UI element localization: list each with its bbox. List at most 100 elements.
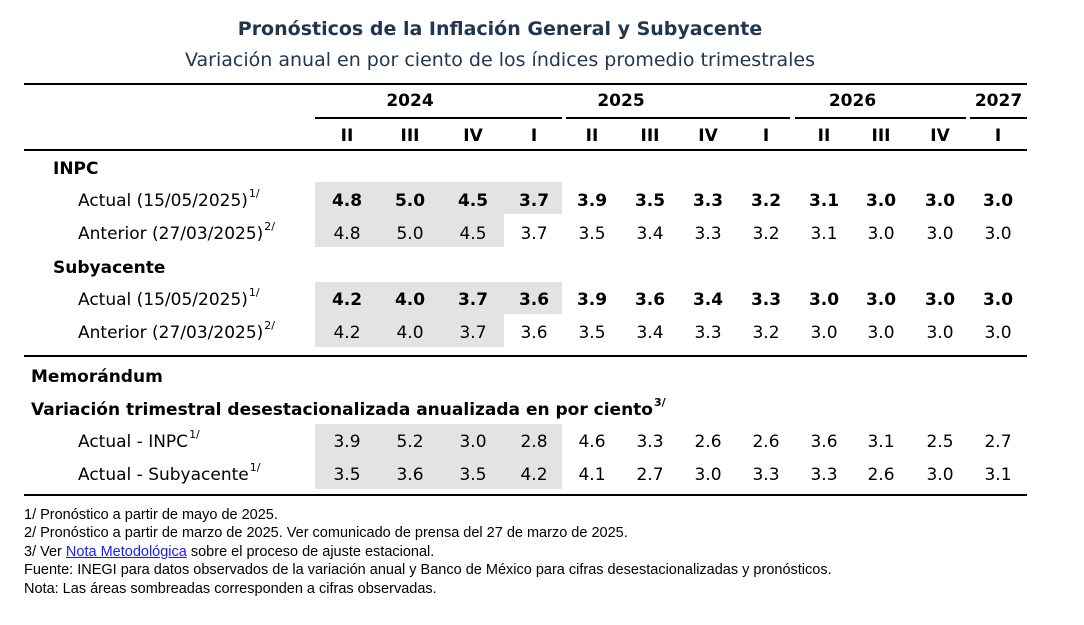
footnote-ref: 3/ [654,396,666,409]
quarter-header: I [994,126,1002,146]
section-memo-subtitle: Variación trimestral desestacionalizada … [31,396,666,420]
observed-shade-memo [315,424,562,489]
quarter-header: II [817,126,831,146]
observed-shade-inpc-2 [315,214,504,247]
table-cell: 3.0 [865,290,897,310]
table-cell: 2.6 [867,465,895,485]
quarter-header: II [340,126,354,146]
quarter-header: III [400,126,420,146]
table-cell: 3.0 [982,290,1014,310]
year-2024: 2024 [386,91,434,111]
row-label: Actual - INPC1/ [78,428,200,452]
table-cell: 3.0 [982,191,1014,211]
table-cell: 3.0 [924,191,956,211]
table-cell: 3.5 [634,191,666,211]
footnote-ref: 1/ [248,187,260,200]
table-cell: 3.4 [692,290,724,310]
section-inpc: INPC [53,159,99,179]
table-cell: 2.5 [926,432,954,452]
quarter-header: III [871,126,891,146]
source-note: Fuente: INEGI para datos observados de l… [24,562,832,578]
table-cell: 4.5 [457,191,489,211]
table-cell: 3.5 [459,465,487,485]
table-cell: 4.6 [578,432,606,452]
observed-shade-sub-2 [315,314,504,347]
year-underline-2027 [970,117,1027,119]
table-cell: 3.3 [752,465,780,485]
row-label: Anterior (27/03/2025)2/ [78,319,276,343]
shading-note: Nota: Las áreas sombreadas corresponden … [24,581,437,597]
table-cell: 3.3 [692,191,724,211]
table-cell: 3.9 [576,191,608,211]
table-cell: 3.0 [984,323,1012,343]
table-cell: 4.2 [333,323,361,343]
quarter-header: III [640,126,660,146]
table-cell: 4.8 [333,224,361,244]
row-label: Anterior (27/03/2025)2/ [78,220,276,244]
table-cell: 3.0 [926,465,954,485]
table-cell: 4.2 [331,290,363,310]
section-memorandum: Memorándum [31,367,163,387]
table-cell: 3.4 [636,224,664,244]
observed-shade-sub-1 [315,282,562,314]
table-cell: 3.5 [578,323,606,343]
table-cell: 3.2 [750,191,782,211]
table-cell: 3.0 [867,323,895,343]
footnote-ref: 1/ [248,286,260,299]
quarter-header: IV [463,126,483,146]
table-cell: 4.2 [520,465,548,485]
table-cell: 3.7 [520,224,548,244]
row-label: Actual - Subyacente1/ [78,461,261,485]
table-cell: 3.2 [752,323,780,343]
table-cell: 2.7 [984,432,1012,452]
footnote-ref: 1/ [249,461,261,474]
nota-metodologica-link[interactable]: Nota Metodológica [65,544,187,560]
table-cell: 3.1 [984,465,1012,485]
table-cell: 3.6 [518,290,550,310]
table-cell: 5.2 [396,432,424,452]
table-cell: 5.0 [396,224,424,244]
footnote-1: 1/ Pronóstico a partir de mayo de 2025. [24,507,278,523]
table-cell: 3.1 [808,191,840,211]
footnote-3: 3/ Ver Nota Metodológica sobre el proces… [24,544,435,560]
table-cell: 3.6 [634,290,666,310]
year-underline-2026 [795,117,966,119]
table-cell: 3.9 [333,432,361,452]
row-label: Actual (15/05/2025)1/ [78,187,260,211]
table-cell: 3.9 [576,290,608,310]
table-cell: 3.7 [457,290,489,310]
quarter-header: I [530,126,538,146]
year-2026: 2026 [828,91,877,111]
bottom-rule [24,494,1027,496]
quarter-header: IV [930,126,950,146]
year-2027: 2027 [974,91,1023,111]
table-cell: 3.3 [636,432,664,452]
table-cell: 4.8 [331,191,363,211]
top-rule [24,83,1027,85]
table-cell: 3.3 [694,224,722,244]
table-cell: 3.0 [924,290,956,310]
table-cell: 3.5 [333,465,361,485]
quarter-header: I [762,126,770,146]
table-cell: 3.0 [926,224,954,244]
year-underline-2024 [315,117,562,119]
table-cell: 3.3 [810,465,838,485]
memo-rule [24,355,1027,357]
table-cell: 3.0 [694,465,722,485]
footnote-ref: 2/ [264,220,276,233]
row-label: Actual (15/05/2025)1/ [78,286,260,310]
table-cell: 3.0 [867,224,895,244]
table-cell: 4.5 [459,224,487,244]
table-cell: 4.0 [396,323,424,343]
table-cell: 3.6 [810,432,838,452]
page-title: Pronósticos de la Inflación General y Su… [237,18,763,40]
table-cell: 3.1 [810,224,838,244]
table-cell: 3.0 [810,323,838,343]
table-cell: 3.4 [636,323,664,343]
table-cell: 2.8 [520,432,548,452]
quarter-header: IV [698,126,718,146]
footnote-ref: 2/ [264,319,276,332]
table-cell: 5.0 [394,191,426,211]
table-cell: 2.7 [636,465,664,485]
quarter-header: II [585,126,599,146]
